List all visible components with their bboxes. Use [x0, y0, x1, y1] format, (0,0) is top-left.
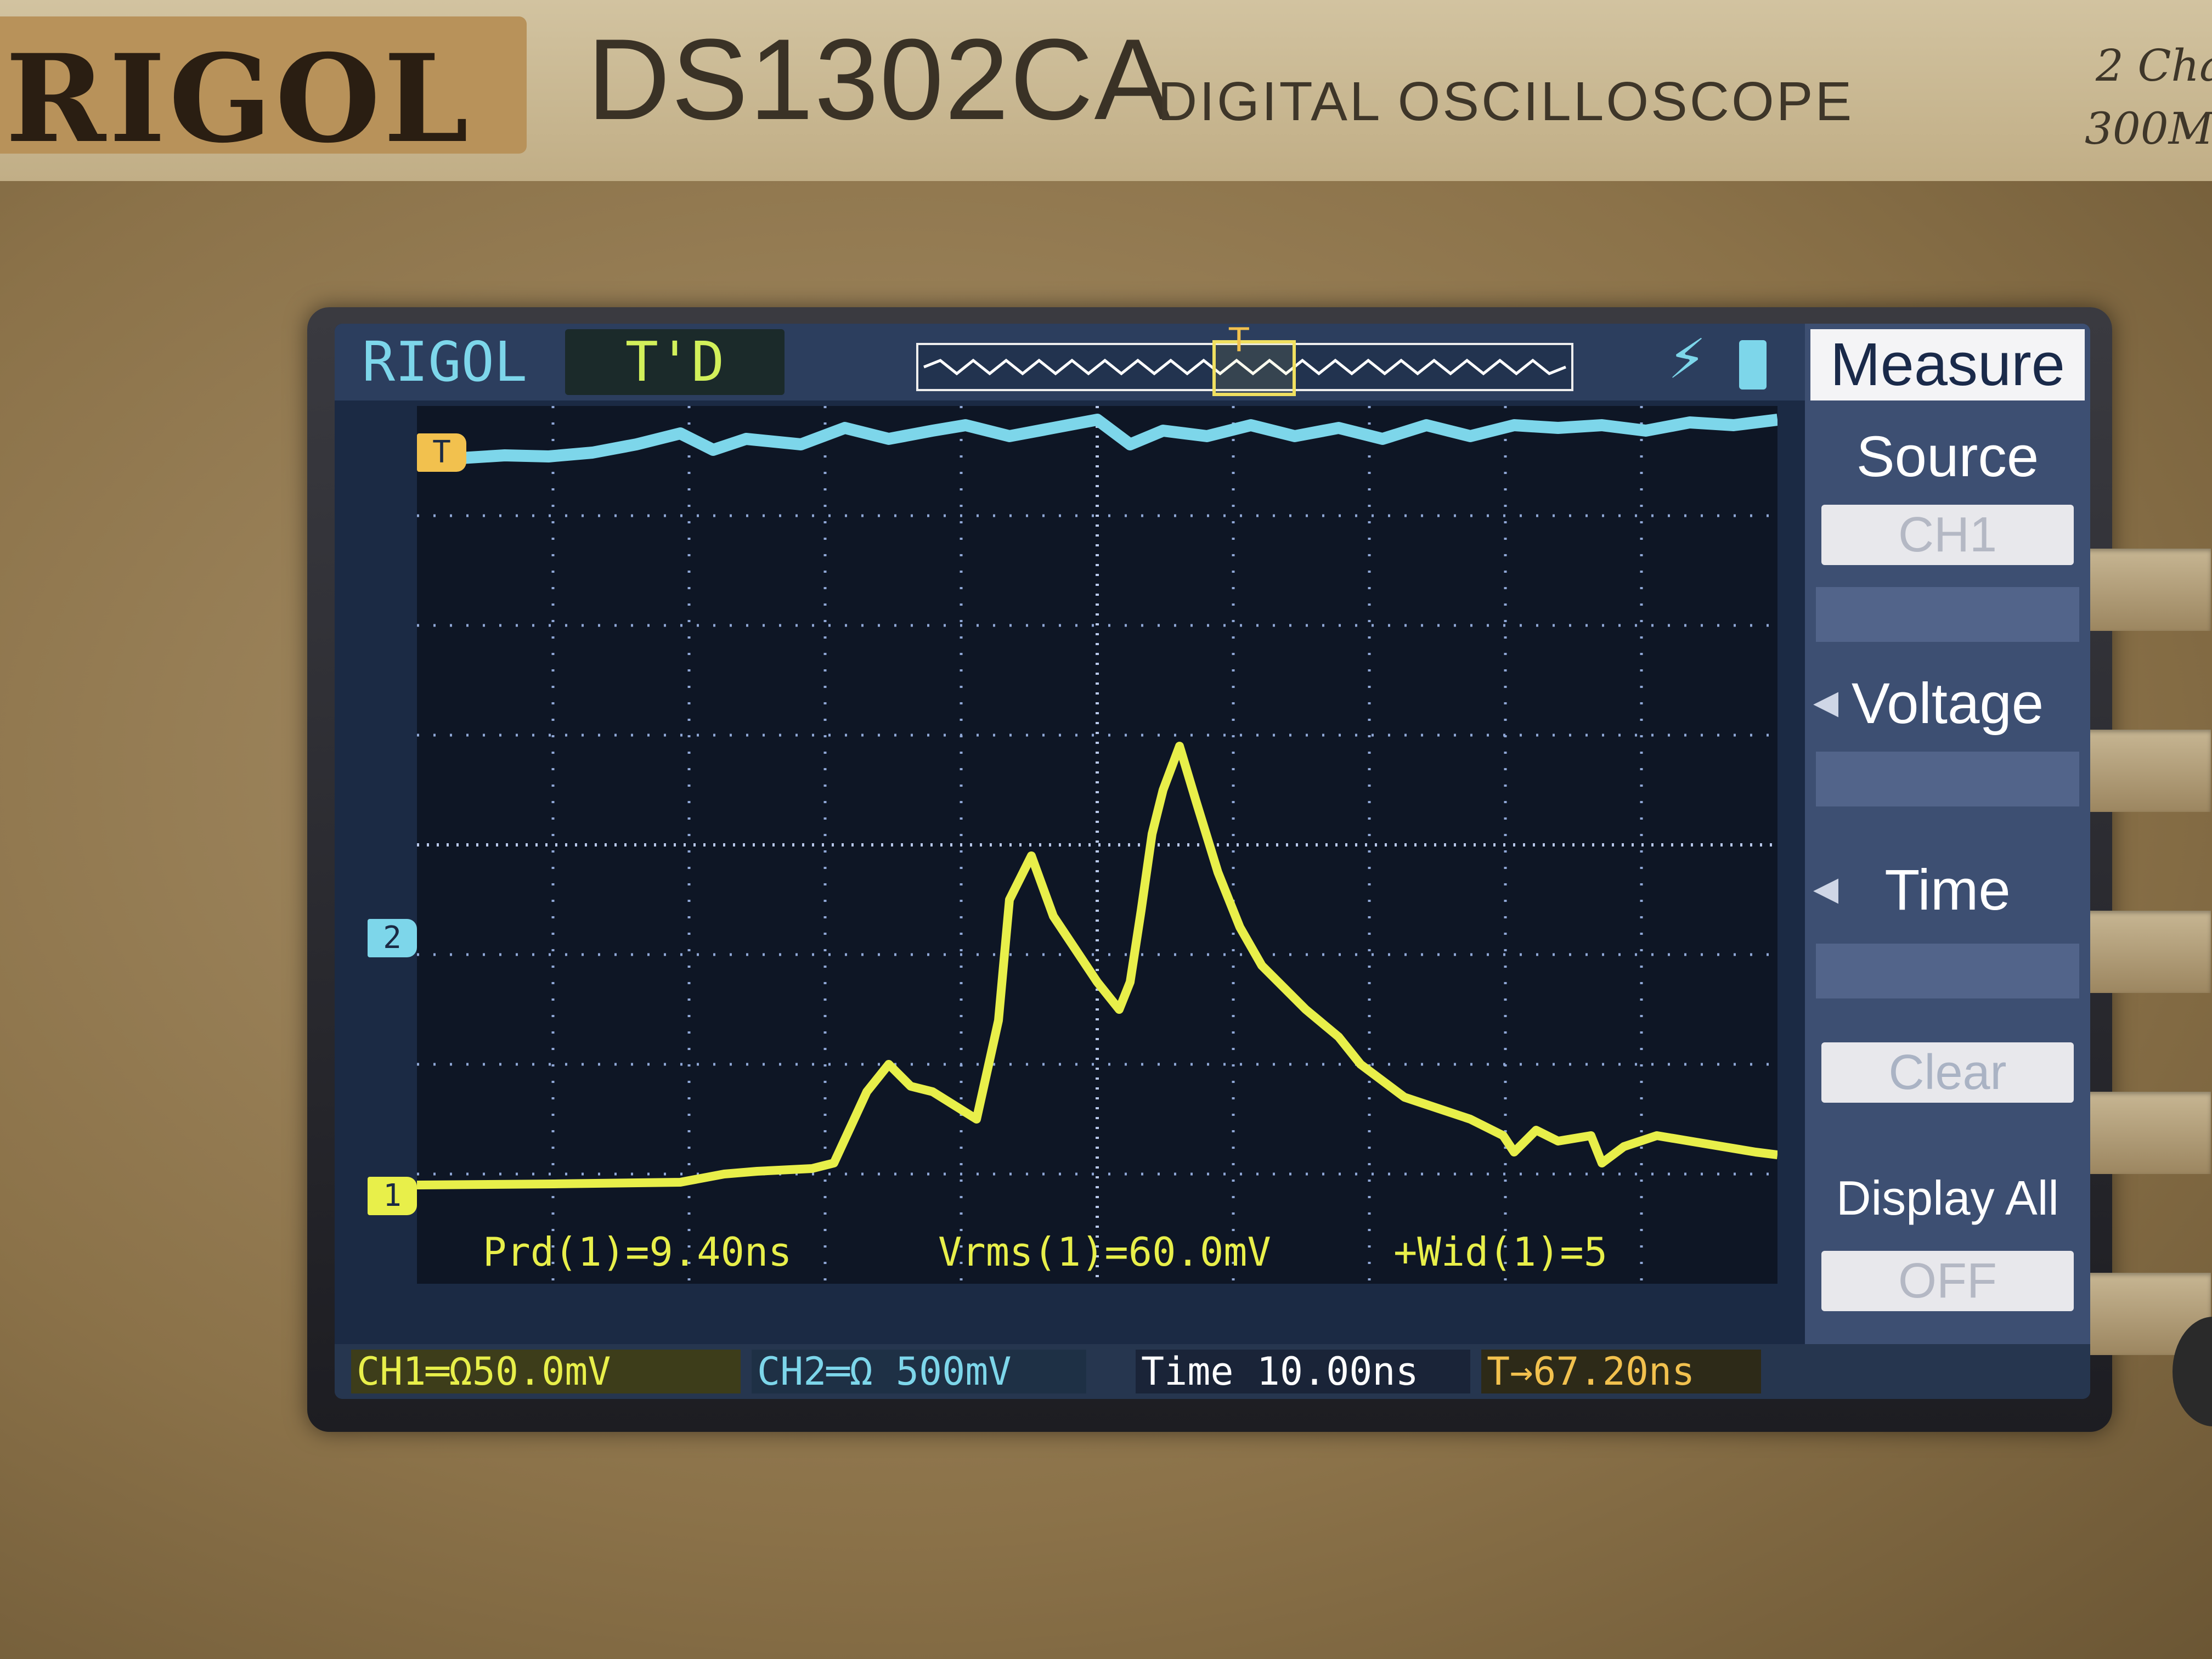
status-bar: RIGOL T'D T ⚡	[335, 324, 2090, 400]
bottom-status-bar: CH1═Ω50.0mV CH2═Ω 500mV Time 10.00ns T→6…	[335, 1344, 2090, 1399]
waveform-display	[417, 406, 1778, 1284]
measurement-readouts: Prd(1)=9.40ns Vrms(1)=60.0mV +Wid(1)=5	[417, 1229, 1778, 1278]
period-readout: Prd(1)=9.40ns	[483, 1229, 792, 1275]
ch2-offset-marker[interactable]: 2	[368, 919, 417, 957]
submenu-arrow-icon: ◀	[1813, 683, 1839, 721]
view-window-marker	[1212, 340, 1296, 396]
display-all-value-button[interactable]: OFF	[1821, 1251, 2074, 1311]
ch1-scale[interactable]: CH1═Ω50.0mV	[351, 1350, 741, 1393]
model-name: DS1302CA	[587, 15, 1172, 144]
menu-button-4[interactable]	[2074, 1092, 2211, 1174]
menu-separator	[1816, 752, 2079, 806]
menu-button-3[interactable]	[2074, 911, 2211, 993]
measure-menu: Measure Source CH1 ◀ Voltage ◀ Time Clea…	[1805, 324, 2090, 1344]
menu-separator	[1816, 587, 2079, 642]
rising-edge-icon: ⚡	[1668, 327, 1707, 391]
screen-brand: RIGOL	[362, 330, 528, 394]
trigger-channel-icon	[1739, 340, 1767, 390]
time-menu-item[interactable]: Time	[1884, 858, 2011, 922]
timebase[interactable]: Time 10.00ns	[1136, 1350, 1470, 1393]
submenu-arrow-icon: ◀	[1813, 870, 1839, 908]
trigger-position-icon: T	[1229, 324, 1249, 359]
brand-logo: RIGOL	[5, 27, 472, 170]
center-axes	[417, 406, 1778, 1284]
device-subtitle: DIGITAL OSCILLOSCOPE	[1158, 71, 1854, 132]
menu-button-2[interactable]	[2074, 730, 2211, 812]
source-label: Source	[1856, 425, 2039, 489]
source-value-button[interactable]: CH1	[1821, 505, 2074, 565]
graticule	[417, 406, 1778, 1284]
vrms-readout: Vrms(1)=60.0mV	[938, 1229, 1271, 1275]
bandwidth-spec: 300M	[2085, 103, 2212, 154]
ch2-scale[interactable]: CH2═Ω 500mV	[752, 1350, 1086, 1393]
oscilloscope-screen: RIGOL T'D T ⚡	[335, 324, 2090, 1399]
channel-spec: 2 Cha	[2096, 40, 2212, 91]
ch1-offset-marker[interactable]: 1	[368, 1177, 417, 1215]
trigger-status: T'D	[565, 329, 785, 395]
clear-button[interactable]: Clear	[1821, 1042, 2074, 1103]
memory-waveform-icon	[923, 358, 1566, 376]
brand-plate: RIGOL	[0, 16, 527, 159]
trigger-level-marker[interactable]: T	[417, 433, 466, 472]
menu-separator	[1816, 944, 2079, 998]
display-all-label: Display All	[1836, 1171, 2059, 1225]
top-label-strip: RIGOL DS1302CA DIGITAL OSCILLOSCOPE 2 Ch…	[0, 0, 2212, 181]
memory-depth-bar	[916, 343, 1573, 391]
menu-button-1[interactable]	[2074, 549, 2211, 631]
width-readout: +Wid(1)=5	[1393, 1229, 1608, 1275]
menu-title: Measure	[1810, 329, 2085, 400]
voltage-menu-item[interactable]: Voltage	[1851, 672, 2044, 736]
trigger-offset[interactable]: T→67.20ns	[1481, 1350, 1761, 1393]
ch2-trace	[417, 414, 1778, 467]
ch1-trace	[417, 742, 1778, 1189]
